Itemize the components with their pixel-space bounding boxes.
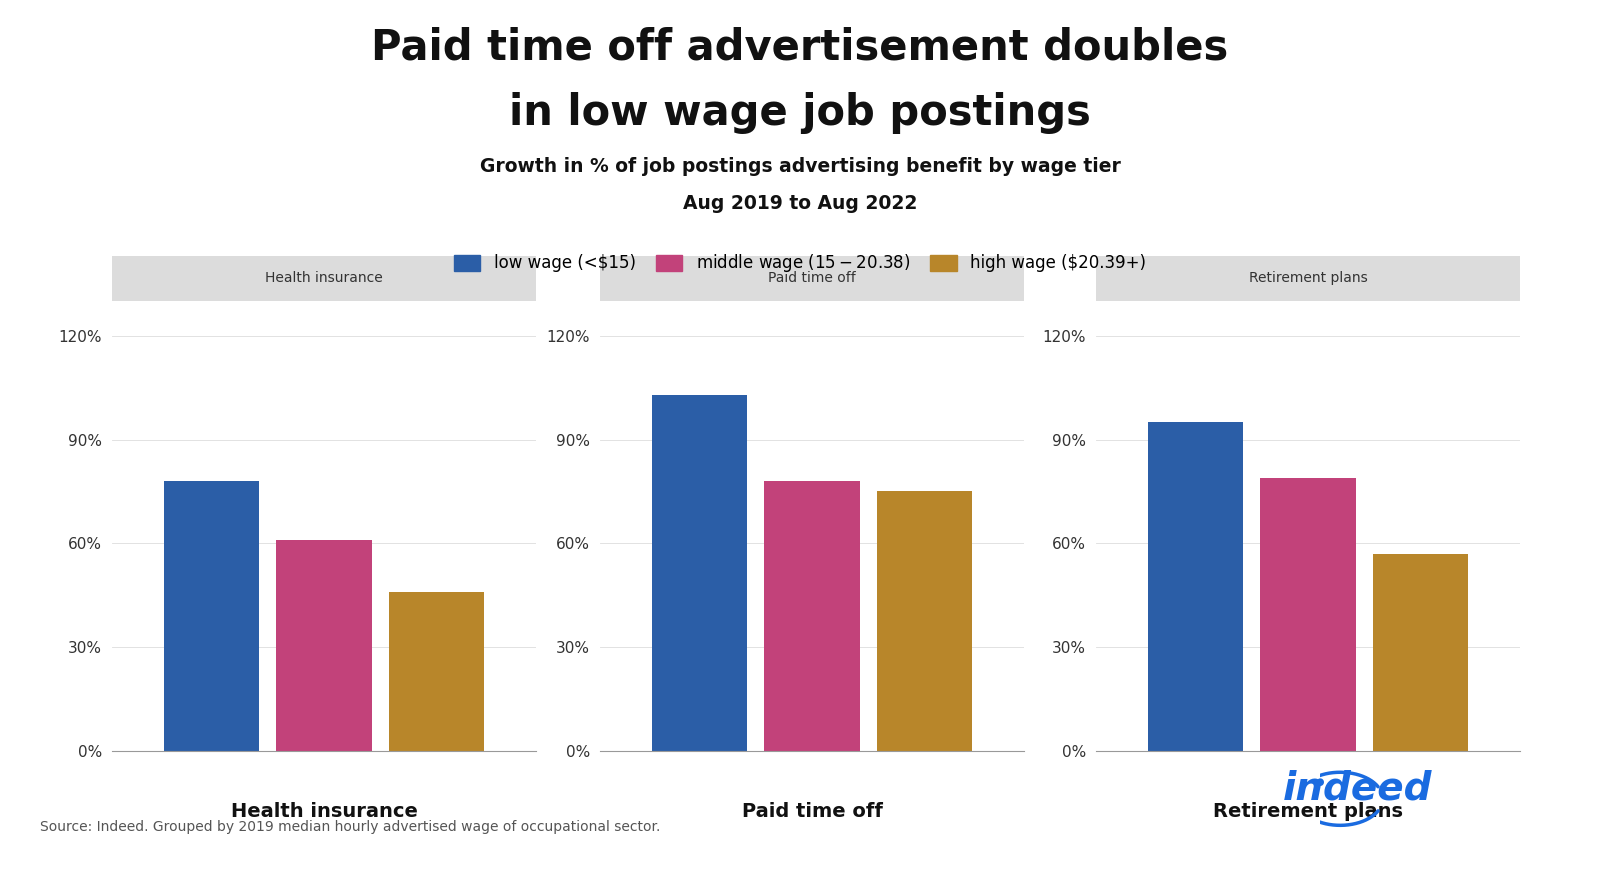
Text: Retirement plans: Retirement plans (1213, 802, 1403, 821)
Text: Source: Indeed. Grouped by 2019 median hourly advertised wage of occupational se: Source: Indeed. Grouped by 2019 median h… (40, 820, 661, 834)
Bar (389, 592, 485, 751)
Bar (877, 491, 973, 751)
Bar (1261, 478, 1355, 751)
FancyBboxPatch shape (1096, 256, 1520, 301)
Text: Health insurance: Health insurance (230, 802, 418, 821)
Text: Retirement plans: Retirement plans (1248, 271, 1368, 285)
Text: indeed: indeed (1283, 769, 1432, 808)
Text: in low wage job postings: in low wage job postings (509, 92, 1091, 134)
Text: Paid time off: Paid time off (768, 271, 856, 285)
Text: Paid time off: Paid time off (741, 802, 883, 821)
Text: Growth in % of job postings advertising benefit by wage tier: Growth in % of job postings advertising … (480, 157, 1120, 176)
Text: Paid time off advertisement doubles: Paid time off advertisement doubles (371, 26, 1229, 68)
FancyBboxPatch shape (112, 256, 536, 301)
Bar (1147, 423, 1243, 751)
Text: ●: ● (1315, 778, 1325, 787)
Bar (651, 395, 747, 751)
Bar (277, 540, 371, 751)
Bar (1373, 553, 1469, 751)
Bar (765, 481, 859, 751)
Text: Aug 2019 to Aug 2022: Aug 2019 to Aug 2022 (683, 194, 917, 213)
Bar (163, 481, 259, 751)
Text: Health insurance: Health insurance (266, 271, 382, 285)
FancyBboxPatch shape (600, 256, 1024, 301)
Legend: low wage (<$15), middle wage ($15-$20.38), high wage ($20.39+): low wage (<$15), middle wage ($15-$20.38… (446, 246, 1154, 281)
